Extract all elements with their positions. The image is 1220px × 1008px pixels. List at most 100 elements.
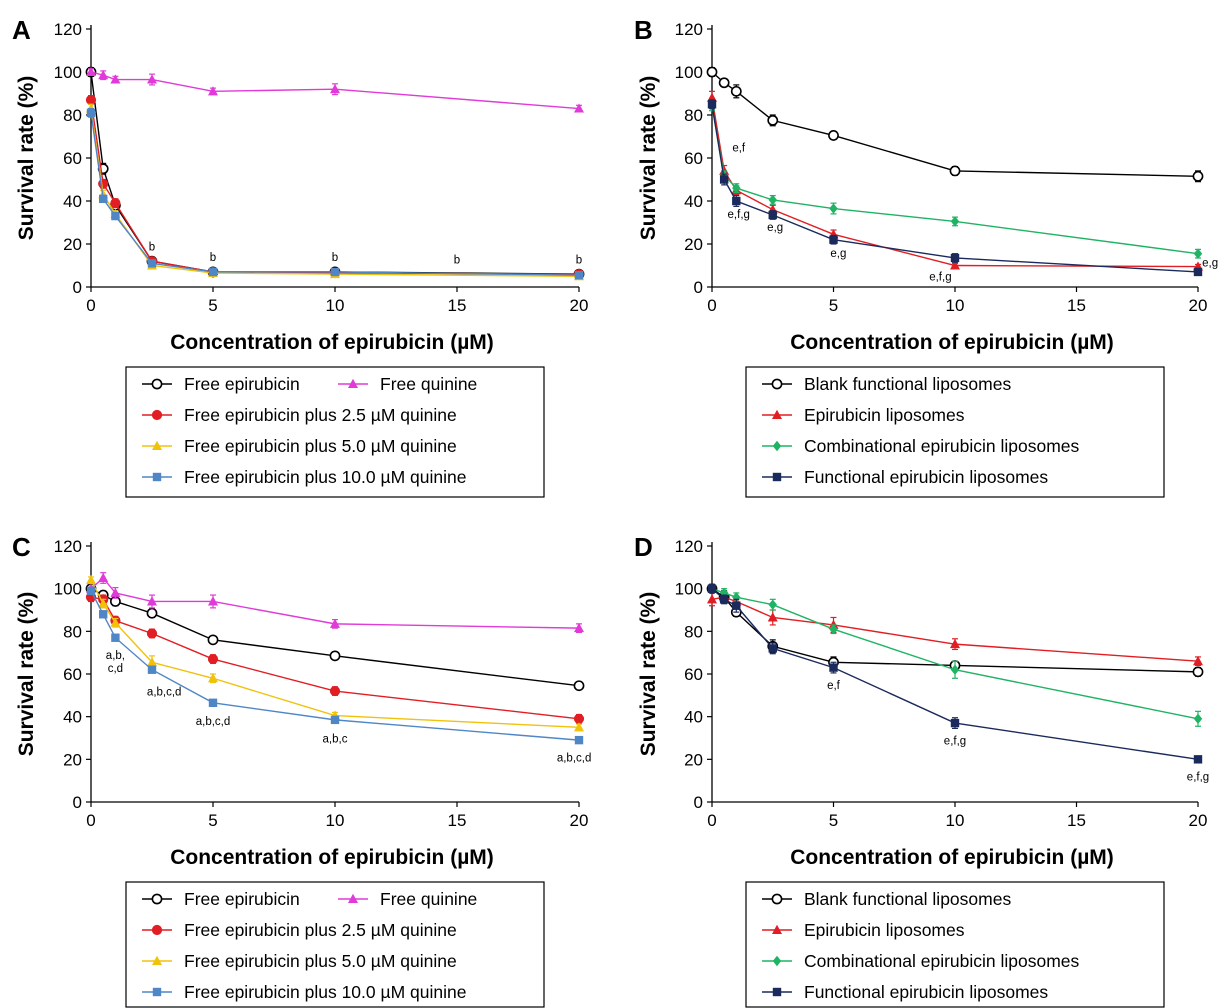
data-point xyxy=(574,622,584,633)
legend-label: Epirubicin liposomes xyxy=(804,920,965,940)
y-tick-label: 100 xyxy=(675,63,703,82)
data-point xyxy=(768,210,777,220)
series-line xyxy=(90,108,580,277)
series-0 xyxy=(706,66,1204,183)
legend-item: Free epirubicin plus 10.0 µM quinine xyxy=(142,467,466,487)
legend: Free epirubicin Free quinine Free epirubic… xyxy=(125,881,545,1008)
y-tick-label: 20 xyxy=(63,750,82,769)
x-tick-label: 20 xyxy=(570,296,589,315)
legend-marker xyxy=(152,440,162,450)
y-tick-label: 20 xyxy=(684,235,703,254)
series-2 xyxy=(85,94,585,280)
y-tick-label: 120 xyxy=(54,20,82,39)
data-point xyxy=(768,194,777,206)
y-tick-label: 120 xyxy=(675,20,703,39)
panel-letter: A xyxy=(12,15,31,45)
y-tick-label: 100 xyxy=(54,580,82,599)
y-tick-label: 100 xyxy=(675,580,703,599)
legend-label: Blank functional liposomes xyxy=(804,374,1011,394)
legend-marker xyxy=(151,924,163,936)
legend-marker xyxy=(772,440,782,452)
series-line xyxy=(711,106,1199,255)
legend-box xyxy=(745,881,1165,1008)
series-line xyxy=(90,112,580,276)
series-line xyxy=(711,104,1199,273)
legend-label: Epirubicin liposomes xyxy=(804,405,965,425)
legend-box xyxy=(745,366,1165,498)
legend-item: Blank functional liposomes xyxy=(762,374,1011,394)
data-point xyxy=(950,253,960,263)
data-point xyxy=(732,601,741,610)
data-point xyxy=(732,196,741,206)
series-0 xyxy=(85,66,585,280)
significance-label: b xyxy=(454,254,460,266)
data-point xyxy=(573,713,585,724)
data-point xyxy=(1193,755,1203,764)
legend-label: Free epirubicin plus 5.0 µM quinine xyxy=(184,951,457,971)
data-point xyxy=(111,633,120,642)
data-point xyxy=(85,94,97,106)
legend-label: Free epirubicin xyxy=(184,889,300,909)
significance-label: e,f,g xyxy=(728,209,750,221)
data-point xyxy=(574,270,584,280)
legend-label: Free epirubicin xyxy=(184,374,300,394)
x-tick-label: 15 xyxy=(1067,296,1086,315)
data-point xyxy=(99,610,108,619)
x-axis-label: Concentration of epirubicin (µM) xyxy=(170,331,494,354)
data-point xyxy=(110,74,121,84)
data-point xyxy=(1192,666,1204,678)
data-point xyxy=(829,624,838,635)
x-tick-label: 20 xyxy=(1189,811,1208,830)
series-1 xyxy=(86,66,584,113)
data-point xyxy=(86,108,96,118)
panel-letter: D xyxy=(634,532,653,562)
significance-label: a,b,c,d xyxy=(557,752,592,764)
legend-marker xyxy=(772,409,782,419)
series-3 xyxy=(707,99,1203,277)
significance-label: b xyxy=(210,252,216,264)
legend: Free epirubicin Free quinine Free epirubic… xyxy=(125,366,545,498)
y-tick-label: 0 xyxy=(694,278,703,297)
y-tick-label: 120 xyxy=(675,537,703,556)
legend-label: Blank functional liposomes xyxy=(804,889,1011,909)
legend-label: Free quinine xyxy=(380,889,477,909)
data-point xyxy=(208,267,218,277)
significance-label: e,f xyxy=(732,143,746,155)
legend-marker xyxy=(348,893,358,903)
data-point xyxy=(208,698,218,707)
y-tick-label: 60 xyxy=(63,149,82,168)
significance-label: e,g xyxy=(830,248,846,260)
significance-label: a,b,c,d xyxy=(196,716,231,728)
significance-label: a,b,c xyxy=(323,733,348,745)
y-tick-label: 80 xyxy=(63,106,82,125)
data-point xyxy=(208,86,218,96)
legend-item: Free epirubicin plus 10.0 µM quinine xyxy=(142,982,466,1002)
x-axis-label: Concentration of epirubicin (µM) xyxy=(790,331,1114,354)
y-tick-label: 60 xyxy=(684,149,703,168)
panel-letter: C xyxy=(12,532,31,562)
data-point xyxy=(329,685,341,697)
data-point xyxy=(147,74,157,84)
y-tick-label: 0 xyxy=(73,793,82,812)
series-line xyxy=(711,588,1199,720)
data-point xyxy=(950,664,960,675)
data-point xyxy=(828,130,839,141)
data-point xyxy=(146,607,158,619)
legend-item: Functional epirubicin liposomes xyxy=(762,467,1048,487)
x-tick-label: 5 xyxy=(208,296,217,315)
data-point xyxy=(730,85,742,97)
series-2 xyxy=(707,583,1203,727)
legend-label: Functional epirubicin liposomes xyxy=(804,467,1048,487)
y-axis-label: Survival rate (%) xyxy=(15,592,38,757)
legend-item: Free epirubicin plus 5.0 µM quinine xyxy=(142,436,457,456)
y-tick-label: 60 xyxy=(684,665,703,684)
x-axis-label: Concentration of epirubicin (µM) xyxy=(170,846,494,869)
series-line xyxy=(711,71,1199,177)
data-point xyxy=(146,628,158,639)
legend-item: Functional epirubicin liposomes xyxy=(762,982,1048,1002)
legend-item: Free quinine xyxy=(338,374,477,394)
y-tick-label: 60 xyxy=(63,665,82,684)
data-point xyxy=(767,612,778,622)
legend-item: Free epirubicin plus 2.5 µM quinine xyxy=(142,920,457,940)
data-point xyxy=(99,194,108,204)
